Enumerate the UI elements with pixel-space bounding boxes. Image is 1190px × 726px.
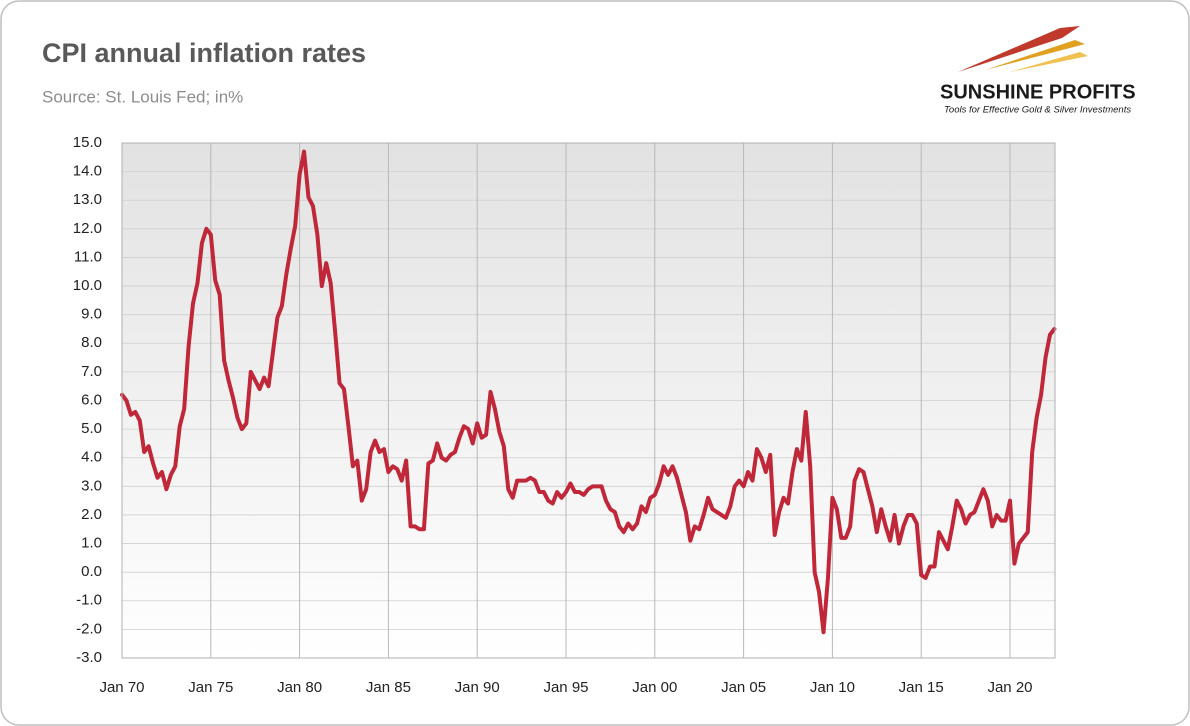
y-tick-label: 4.0 bbox=[81, 449, 102, 466]
y-tick-label: 9.0 bbox=[81, 306, 102, 323]
logo-ray bbox=[1010, 52, 1088, 72]
logo: SUNSHINE PROFITS Tools for Effective Gol… bbox=[940, 26, 1136, 116]
x-tick-label: Jan 90 bbox=[455, 679, 500, 696]
x-tick-label: Jan 05 bbox=[721, 679, 766, 696]
inflation-line bbox=[120, 149, 1057, 635]
logo-ray bbox=[985, 40, 1085, 70]
x-tick-label: Jan 00 bbox=[632, 679, 677, 696]
y-tick-label: 6.0 bbox=[81, 391, 102, 408]
x-tick-label: Jan 20 bbox=[987, 679, 1032, 696]
y-tick-label: 13.0 bbox=[73, 191, 102, 208]
y-tick-label: 15.0 bbox=[73, 134, 102, 151]
x-tick-label: Jan 70 bbox=[99, 679, 144, 696]
y-tick-label: 0.0 bbox=[81, 563, 102, 580]
x-tick-label: Jan 95 bbox=[543, 679, 588, 696]
y-tick-label: 7.0 bbox=[81, 363, 102, 380]
y-tick-label: 11.0 bbox=[74, 248, 102, 265]
y-tick-label: 8.0 bbox=[81, 334, 102, 351]
y-tick-label: 2.0 bbox=[81, 506, 102, 523]
x-tick-label: Jan 10 bbox=[810, 679, 855, 696]
chart-title: CPI annual inflation rates bbox=[42, 38, 366, 68]
y-tick-label: -3.0 bbox=[76, 649, 102, 666]
marks bbox=[120, 149, 1057, 635]
y-tick-label: 3.0 bbox=[81, 477, 102, 494]
y-tick-label: 12.0 bbox=[73, 220, 102, 237]
y-tick-label: 14.0 bbox=[73, 163, 102, 180]
plot-frame bbox=[121, 142, 1056, 659]
logo-name: SUNSHINE PROFITS bbox=[940, 81, 1136, 103]
y-tick-label: 5.0 bbox=[81, 420, 102, 437]
x-tick-label: Jan 75 bbox=[188, 679, 233, 696]
y-tick-label: 1.0 bbox=[81, 535, 102, 552]
x-tick-label: Jan 80 bbox=[277, 679, 322, 696]
logo-ray bbox=[958, 26, 1080, 72]
y-tick-label: 10.0 bbox=[73, 277, 102, 294]
y-tick-label: -2.0 bbox=[76, 620, 102, 637]
y-tick-label: -1.0 bbox=[76, 592, 102, 609]
x-tick-label: Jan 85 bbox=[366, 679, 411, 696]
tick-labels: -3.0 -2.0 -1.0 0.0 1.0 2.0 3.0 4.0 5.0 6.0 7.0 8.0 9… bbox=[73, 134, 1033, 696]
chart-subtitle: Source: St. Louis Fed; in% bbox=[42, 87, 243, 106]
logo-tagline: Tools for Effective Gold & Silver Invest… bbox=[944, 105, 1131, 116]
x-tick-label: Jan 15 bbox=[899, 679, 944, 696]
